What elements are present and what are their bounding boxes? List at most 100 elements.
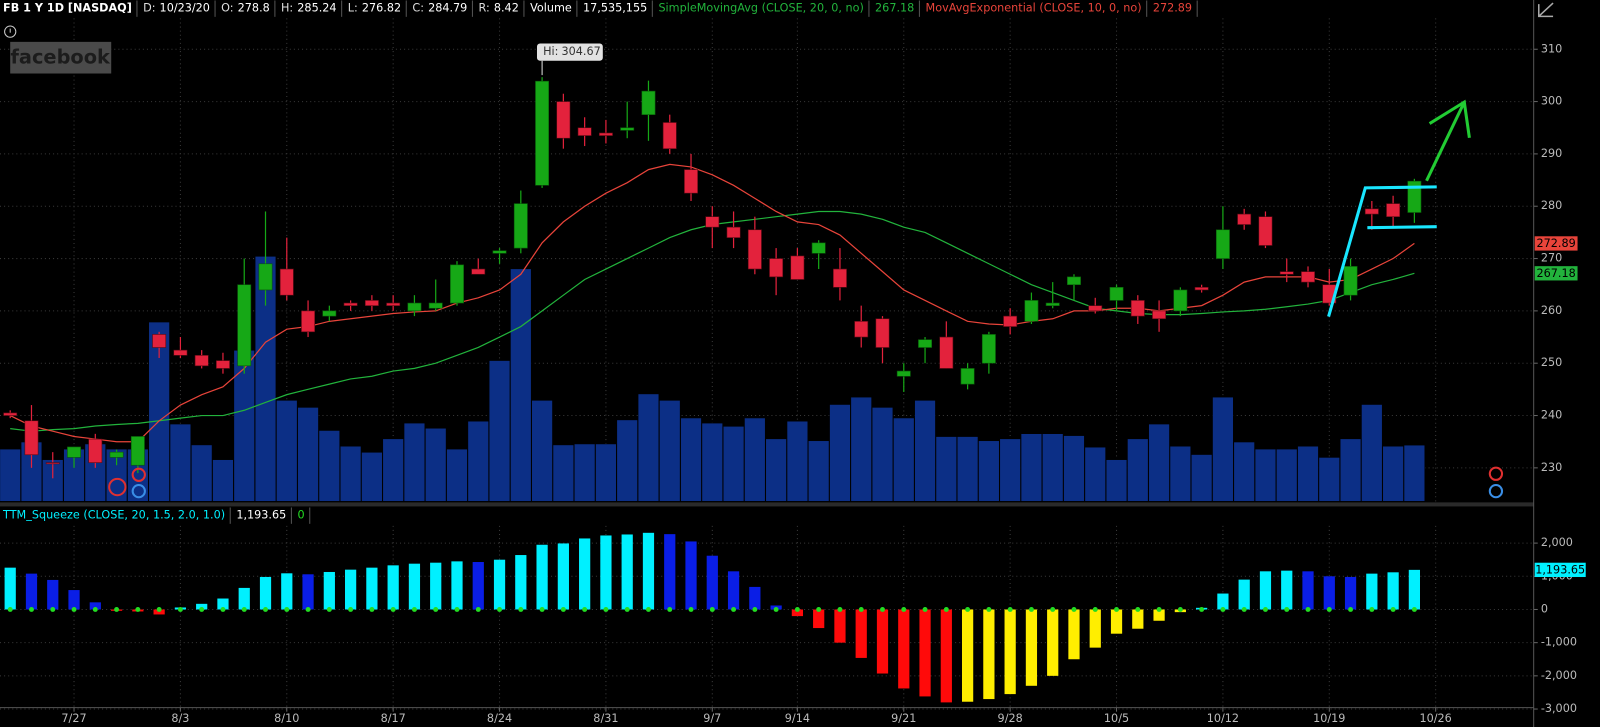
squeeze-bar: [664, 534, 676, 610]
header-text: 278.8: [238, 2, 270, 15]
squeeze-dot: [816, 607, 822, 612]
volume-bar: [573, 443, 596, 502]
candle-body: [258, 263, 273, 291]
candle-body: [1088, 305, 1103, 312]
y-tick-label: 2,000: [1541, 536, 1573, 549]
candle-body: [1386, 203, 1401, 217]
candle-body: [428, 302, 443, 309]
squeeze-dot: [1156, 607, 1162, 612]
x-tick-label: 10/26: [1419, 712, 1451, 725]
volume-bar: [1190, 454, 1213, 502]
squeeze-dot: [539, 607, 545, 612]
squeeze-bar: [1323, 576, 1335, 610]
volume-bar: [1148, 423, 1170, 502]
squeeze-bar: [430, 562, 442, 610]
squeeze-bar: [1025, 609, 1038, 686]
squeeze-bar: [1238, 579, 1250, 610]
volume-bar: [871, 407, 894, 502]
header-text: 285.24: [297, 2, 336, 15]
squeeze-dot: [92, 607, 98, 612]
candle-body: [173, 349, 188, 356]
squeeze-dot: [582, 607, 588, 612]
candle-body: [556, 101, 571, 139]
candle-body: [811, 242, 826, 254]
candle-body: [109, 451, 124, 458]
trend-drawing: [1327, 185, 1437, 317]
squeeze-dot: [773, 607, 779, 612]
header-text: H:: [281, 2, 293, 15]
candle-body: [450, 264, 464, 304]
candle-body: [194, 355, 209, 367]
x-tick-label: 9/14: [785, 712, 810, 725]
squeeze-bar: [1259, 571, 1272, 610]
high-bubble: [536, 43, 603, 61]
volume-bar: [722, 425, 745, 502]
candle-body: [407, 302, 422, 312]
squeeze-bar: [1408, 569, 1420, 610]
x-tick-label: 8/17: [381, 712, 406, 725]
header-text: 284.79: [428, 2, 467, 15]
y-tick-label: 0: [1541, 602, 1548, 615]
volume-bar: [1361, 404, 1383, 502]
volume-bar: [1020, 433, 1043, 502]
candle-body: [598, 132, 613, 136]
candle-body: [45, 462, 60, 465]
squeeze-bar: [1132, 609, 1144, 629]
volume-bar: [0, 448, 21, 502]
candle-body: [896, 370, 911, 377]
candle-body: [1045, 302, 1060, 306]
value-tag: [1534, 266, 1578, 281]
squeeze-bar: [1387, 572, 1399, 610]
volume-bar: [1339, 438, 1362, 502]
candle-body: [1407, 180, 1422, 213]
squeeze-dot: [752, 607, 758, 612]
squeeze-bar: [961, 609, 974, 702]
volume-bar: [829, 404, 851, 502]
squeeze-bar: [366, 567, 378, 610]
squeeze-bar: [1110, 609, 1123, 634]
y-tick-label: 310: [1541, 42, 1562, 55]
candle-body: [1173, 289, 1188, 312]
volume-bar: [467, 420, 489, 502]
squeeze-bar: [983, 609, 995, 700]
squeeze-dot: [794, 607, 800, 612]
squeeze-bar: [1089, 609, 1101, 648]
candle-body: [301, 310, 315, 333]
candle-body: [24, 420, 39, 456]
squeeze-dot: [50, 607, 56, 612]
squeeze-dot: [1284, 607, 1290, 612]
squeeze-dot: [837, 607, 843, 612]
squeeze-dot: [1028, 607, 1034, 612]
squeeze-dot: [603, 607, 609, 612]
squeeze-bar: [25, 573, 38, 610]
candle-body: [684, 169, 698, 194]
volume-bar: [510, 268, 532, 502]
squeeze-dot: [965, 607, 971, 612]
squeeze-dot: [1220, 607, 1226, 612]
volume-bar: [297, 407, 319, 502]
candle-body: [769, 258, 784, 278]
squeeze-dot: [390, 607, 396, 612]
candle-body: [833, 268, 847, 288]
header-text: TTM_Squeeze (CLOSE, 20, 1.5, 2.0, 1.0): [2, 509, 225, 522]
volume-bar: [276, 400, 298, 502]
volume-bar: [893, 417, 915, 502]
squeeze-dot: [29, 607, 34, 612]
x-tick-label: 9/28: [998, 712, 1023, 725]
volume-bar: [403, 422, 426, 502]
squeeze-bar: [1366, 573, 1378, 610]
volume-bar: [999, 438, 1021, 502]
squeeze-dot: [1241, 607, 1247, 612]
squeeze-bar: [493, 559, 506, 610]
volume-bar: [1169, 445, 1192, 502]
header-text: 0: [298, 509, 305, 522]
header-text: Volume: [530, 2, 572, 15]
volume-bar: [1127, 438, 1149, 502]
squeeze-dot: [709, 607, 715, 612]
volume-bar: [637, 393, 660, 502]
candle-body: [471, 268, 486, 275]
squeeze-bar: [727, 571, 740, 610]
squeeze-dot: [284, 607, 290, 612]
header-text: 10/23/20: [160, 2, 210, 15]
